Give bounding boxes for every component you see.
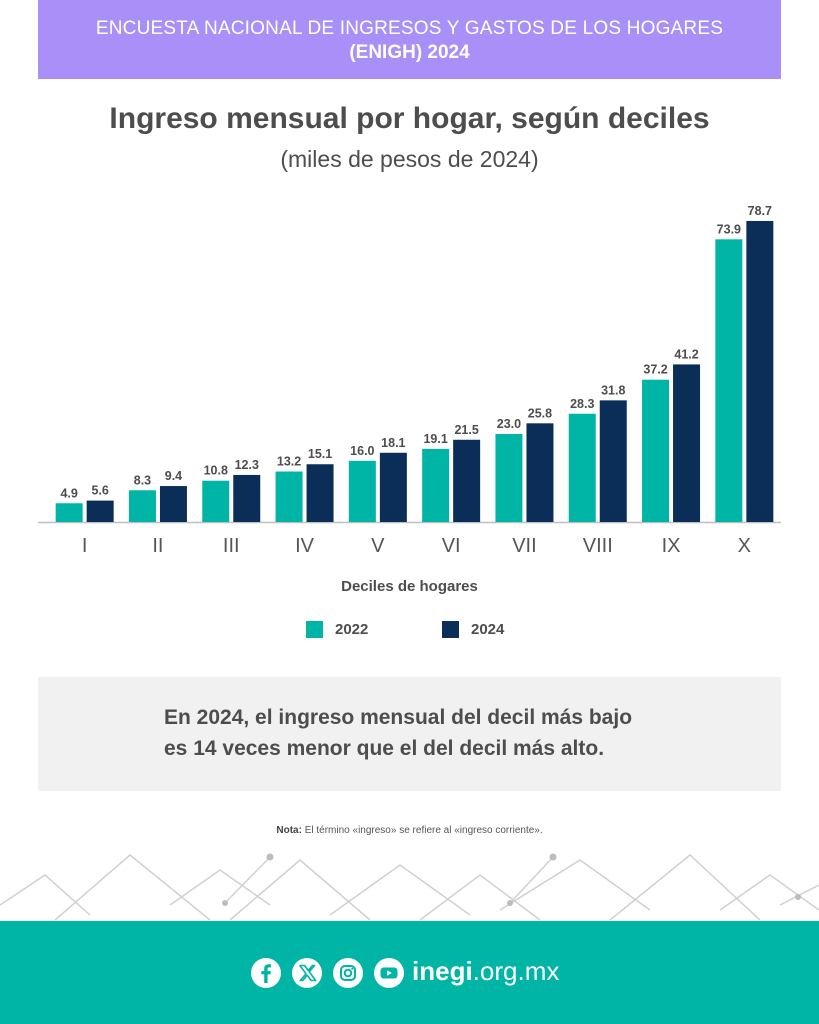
data-label-2022-I: 4.9 (60, 486, 77, 500)
data-label-2022-II: 8.3 (134, 473, 151, 487)
bar-2024-V (379, 452, 407, 522)
data-label-2024-VI: 21.5 (454, 423, 478, 437)
footer-bar: inegi.org.mx (0, 921, 819, 1024)
tick-label-VI: VI (442, 535, 461, 557)
bar-2022-II (128, 490, 156, 522)
facebook-icon[interactable] (250, 957, 282, 989)
bar-2024-VIII (599, 400, 627, 522)
bar-2024-I (86, 500, 114, 522)
tick-label-IV: IV (295, 535, 315, 557)
website-bold: inegi (412, 956, 473, 986)
data-label-2024-IX: 41.2 (674, 347, 698, 361)
bar-2022-IV (275, 471, 303, 522)
bar-2022-X (715, 239, 743, 522)
youtube-icon[interactable] (373, 957, 405, 989)
website-link[interactable]: inegi.org.mx (412, 956, 559, 987)
instagram-icon[interactable] (332, 957, 364, 989)
bar-2022-I (55, 503, 83, 522)
chart-subtitle: (miles de pesos de 2024) (280, 146, 539, 172)
legend-label-2022: 2022 (335, 620, 369, 638)
tick-label-IX: IX (662, 535, 681, 557)
footnote-label: Nota: (276, 825, 302, 836)
data-label-2022-III: 10.8 (204, 464, 228, 478)
bar-2022-V (348, 460, 376, 522)
legend-label-2024: 2024 (471, 620, 505, 638)
callout-line1: En 2024, el ingreso mensual del decil má… (164, 706, 633, 729)
x-axis-title: Deciles de hogares (341, 578, 478, 595)
tick-label-X: X (738, 535, 751, 557)
data-label-2024-III: 12.3 (235, 458, 259, 472)
data-label-2024-VII: 25.8 (528, 406, 552, 420)
tick-label-VII: VII (512, 535, 536, 557)
website-rest: .org.mx (472, 956, 560, 986)
header-line1: ENCUESTA NACIONAL DE INGRESOS Y GASTOS D… (95, 18, 724, 39)
legend-item-2024: 2024 (442, 619, 504, 639)
header-line2: (ENIGH) 2024 (349, 42, 470, 63)
data-label-2024-VIII: 31.8 (601, 383, 625, 397)
bar-2022-IX (642, 379, 670, 522)
data-label-2024-IV: 15.1 (308, 447, 332, 461)
bar-chart: 4.9 5.6 I 8.3 9.4 II 10.8 12.3 III 13.2 15.1 IV 16.0… (38, 204, 781, 557)
bar-2024-II (159, 486, 187, 522)
callout-box: En 2024, el ingreso mensual del decil má… (38, 677, 781, 791)
bar-2024-III (233, 474, 261, 522)
tick-label-III: III (223, 535, 240, 557)
bar-2024-IV (306, 464, 334, 522)
bar-2024-X (746, 220, 774, 522)
chart-title: Ingreso mensual por hogar, según deciles (109, 102, 710, 135)
x-icon[interactable] (291, 957, 323, 989)
header-banner: ENCUESTA NACIONAL DE INGRESOS Y GASTOS D… (38, 0, 781, 79)
bar-2024-VI (453, 439, 481, 522)
data-label-2022-X: 73.9 (717, 222, 741, 236)
bar-2022-III (202, 480, 230, 522)
data-label-2022-VII: 23.0 (497, 417, 521, 431)
data-label-2024-II: 9.4 (165, 469, 182, 483)
data-label-2024-V: 18.1 (381, 436, 405, 450)
bar-2022-VI (422, 448, 450, 522)
tick-label-VIII: VIII (583, 535, 613, 557)
data-label-2024-I: 5.6 (91, 484, 108, 498)
legend-item-2022: 2022 (306, 619, 368, 639)
data-label-2022-VI: 19.1 (423, 432, 447, 446)
tick-label-V: V (371, 535, 385, 557)
bar-2024-IX (673, 364, 701, 522)
data-label-2022-V: 16.0 (350, 444, 374, 458)
callout-line2: es 14 veces menor que el del decil más a… (164, 737, 605, 760)
footnote-text: El término «ingreso» se refiere al «ingr… (304, 825, 543, 836)
data-label-2022-IV: 13.2 (277, 455, 301, 469)
tick-label-I: I (82, 535, 88, 557)
bar-2022-VII (495, 434, 523, 522)
bar-2022-VIII (568, 413, 596, 522)
footnote: Nota: El término «ingreso» se refiere al… (0, 825, 819, 836)
legend-swatch-2022 (306, 620, 323, 638)
tick-label-II: II (152, 535, 163, 557)
legend-swatch-2024 (442, 620, 459, 638)
data-label-2022-IX: 37.2 (643, 363, 667, 377)
bar-2024-VII (526, 423, 554, 522)
data-label-2022-VIII: 28.3 (570, 397, 594, 411)
data-label-2024-X: 78.7 (748, 204, 772, 218)
decorative-pattern (0, 853, 819, 921)
